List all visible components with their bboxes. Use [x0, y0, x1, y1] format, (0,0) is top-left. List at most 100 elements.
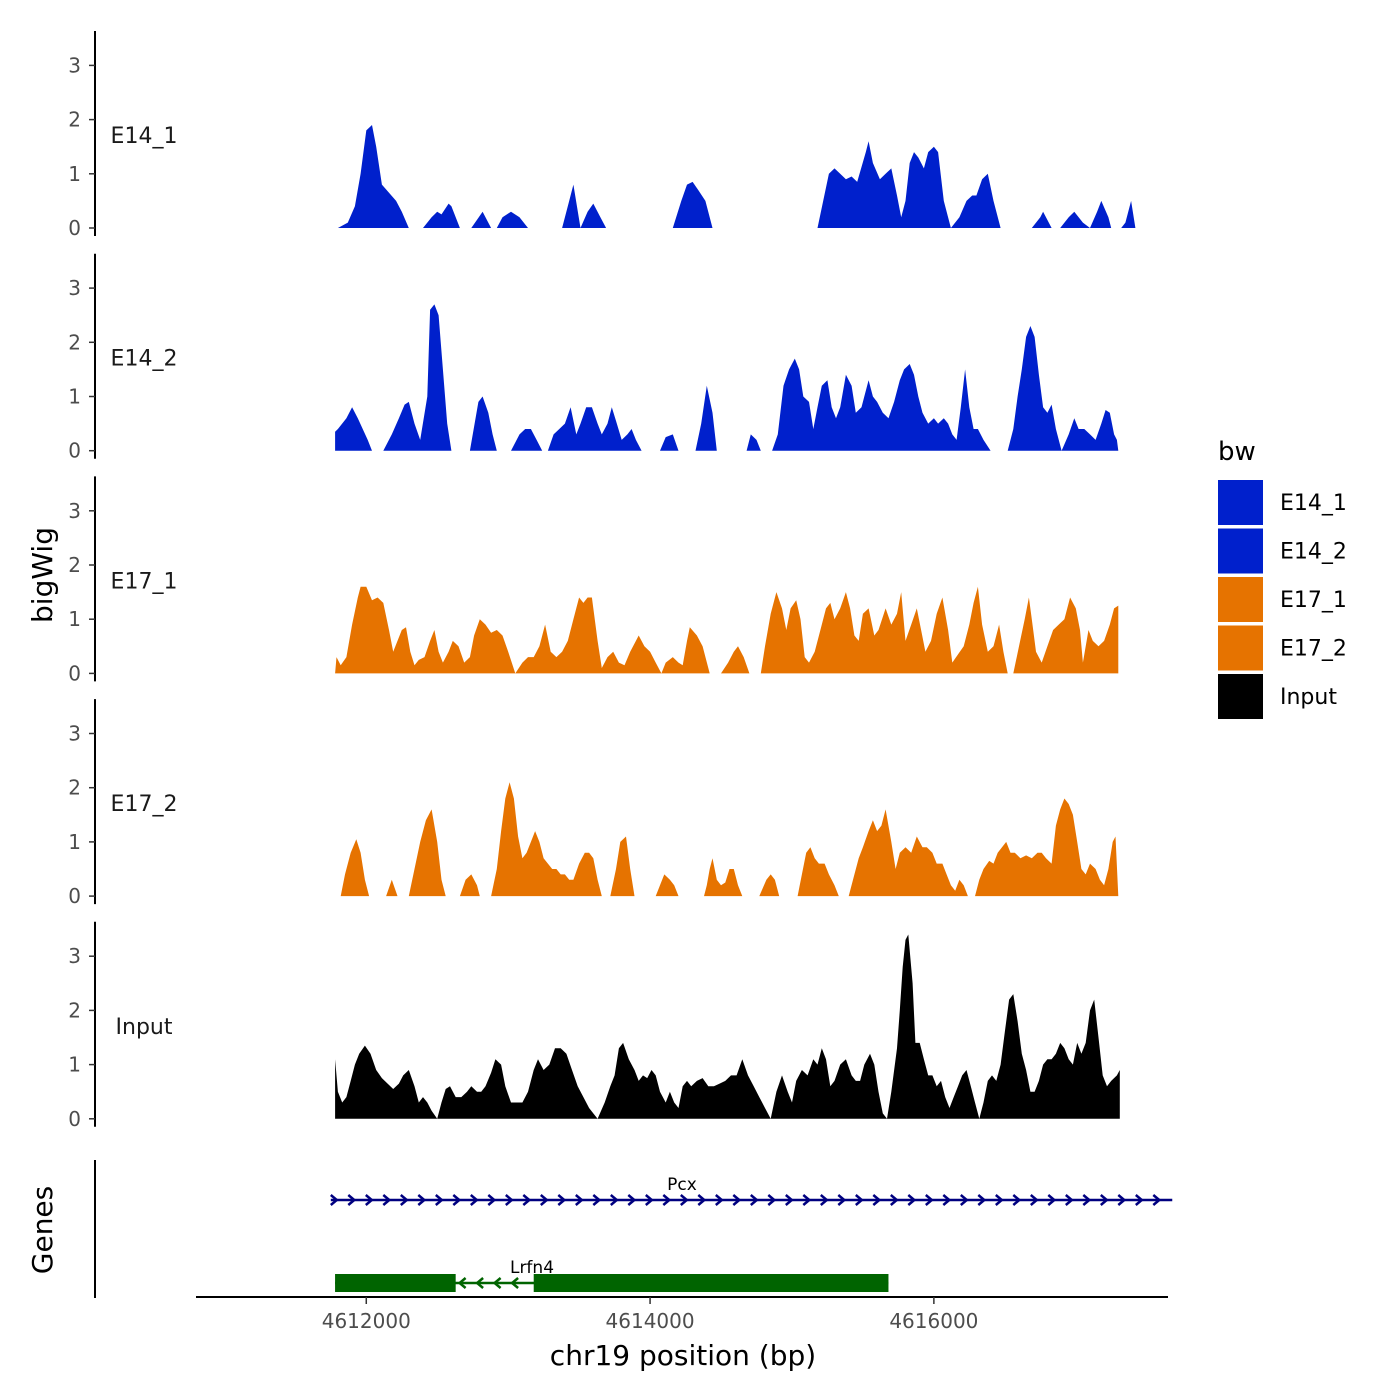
- x-axis: 4612000 4614000 4616000: [196, 1296, 1168, 1333]
- legend-label: E17_2: [1280, 637, 1347, 662]
- strand-arrow: [1012, 1194, 1022, 1206]
- x-axis-title: chr19 position (bp): [550, 1339, 816, 1372]
- legend-swatch: [1218, 625, 1263, 671]
- y-tick-label: 2: [68, 108, 81, 132]
- strand-arrow: [959, 1194, 969, 1206]
- strand-arrow: [592, 1194, 602, 1206]
- track-e14-2: 0 1 2 3 E14_2: [68, 253, 1119, 463]
- strand-arrow: [784, 1194, 794, 1206]
- y-tick-label: 1: [68, 830, 81, 854]
- strand-arrow: [749, 1194, 759, 1206]
- track-label: E17_1: [111, 569, 178, 594]
- strand-arrow: [1047, 1194, 1057, 1206]
- strand-arrow: [574, 1194, 584, 1206]
- strand-arrow: [767, 1194, 777, 1206]
- strand-arrow: [837, 1194, 847, 1206]
- strand-arrow: [1082, 1194, 1092, 1206]
- y-tick-label: 3: [68, 53, 81, 77]
- coverage-area-input: [335, 934, 1120, 1119]
- strand-arrow: [492, 1277, 502, 1289]
- y-tick-label: 1: [68, 385, 81, 409]
- x-tick-label: 4614000: [606, 1309, 695, 1333]
- strand-arrow: [1152, 1194, 1162, 1206]
- legend-title: bw: [1218, 437, 1256, 467]
- strand-arrow: [994, 1194, 1004, 1206]
- gene-exon: [533, 1274, 889, 1292]
- legend-swatch: [1218, 577, 1263, 622]
- legend-label: E14_1: [1280, 491, 1347, 516]
- strand-arrow: [382, 1194, 392, 1206]
- strand-arrow: [942, 1194, 952, 1206]
- coverage-area-e14-2: [335, 304, 1119, 451]
- strand-arrow: [662, 1194, 672, 1206]
- legend-item-e14-1: E14_1: [1218, 480, 1347, 525]
- strand-arrow: [802, 1194, 812, 1206]
- track-label: E17_2: [111, 792, 178, 817]
- strand-arrow: [889, 1194, 899, 1206]
- strand-arrow: [627, 1194, 637, 1206]
- strand-arrow: [1099, 1194, 1109, 1206]
- legend-swatch: [1218, 480, 1263, 525]
- strand-arrow: [1134, 1194, 1144, 1206]
- strand-arrow: [1029, 1194, 1039, 1206]
- track-e17-1: 0 1 2 3 E17_1: [68, 476, 1119, 685]
- legend-item-e17-2: E17_2: [1218, 625, 1347, 671]
- strand-arrow: [329, 1194, 339, 1206]
- y-tick-label: 3: [68, 722, 81, 746]
- legend-item-e17-1: E17_1: [1218, 577, 1347, 622]
- gene-lrfn4: Lrfn4: [335, 1258, 889, 1292]
- strand-arrow: [907, 1194, 917, 1206]
- strand-arrow: [364, 1194, 374, 1206]
- x-tick-label: 4616000: [889, 1309, 978, 1333]
- strand-arrow: [399, 1194, 409, 1206]
- x-tick-label: 4612000: [322, 1309, 411, 1333]
- legend-label: E17_1: [1280, 588, 1347, 613]
- gene-label: Pcx: [667, 1175, 697, 1195]
- strand-arrow: [457, 1277, 467, 1289]
- track-label: E14_2: [111, 347, 178, 372]
- strand-arrow: [924, 1194, 934, 1206]
- strand-arrow: [609, 1194, 619, 1206]
- strand-arrow: [475, 1277, 484, 1289]
- strand-arrow: [510, 1277, 519, 1289]
- y-tick-label: 3: [68, 499, 81, 523]
- legend-label: E14_2: [1280, 540, 1347, 565]
- strand-arrow: [1117, 1194, 1127, 1206]
- strand-arrow: [487, 1194, 497, 1206]
- strand-arrow: [452, 1194, 462, 1206]
- track-label: E14_1: [111, 124, 178, 149]
- y-axis-title: bigWig: [26, 527, 59, 623]
- gene-label: Lrfn4: [510, 1258, 554, 1278]
- legend-item-e14-2: E14_2: [1218, 528, 1347, 574]
- track-label: Input: [116, 1015, 173, 1040]
- strand-arrow: [539, 1194, 549, 1206]
- legend-swatch: [1218, 674, 1263, 719]
- track-input: 0 1 2 3 Input: [68, 921, 1120, 1131]
- strand-arrow: [872, 1194, 882, 1206]
- track-e14-1: 0 1 2 3 E14_1: [68, 31, 1136, 240]
- legend-label: Input: [1280, 685, 1337, 710]
- strand-arrow: [504, 1194, 514, 1206]
- coverage-area-e17-1: [335, 586, 1119, 674]
- strand-arrow: [819, 1194, 829, 1206]
- y-tick-label: 0: [68, 1107, 81, 1131]
- strand-arrow: [644, 1194, 654, 1206]
- y-tick-label: 0: [68, 661, 81, 685]
- y-tick-label: 0: [68, 216, 81, 240]
- strand-arrow: [714, 1194, 724, 1206]
- coverage-area-e14-1: [337, 125, 1136, 228]
- strand-arrow: [434, 1194, 444, 1206]
- strand-arrow: [469, 1194, 479, 1206]
- y-tick-label: 0: [68, 884, 81, 908]
- y-tick-label: 3: [68, 944, 81, 968]
- strand-arrow: [347, 1194, 357, 1206]
- gene-exon: [335, 1274, 456, 1292]
- y-tick-label: 2: [68, 330, 81, 354]
- coverage-area-e17-2: [340, 782, 1119, 897]
- strand-arrow: [697, 1194, 707, 1206]
- genes-axis-title: Genes: [26, 1186, 59, 1274]
- legend-swatch: [1218, 528, 1263, 574]
- gene-pcx: Pcx: [329, 1175, 1173, 1206]
- bigwig-tracks: 0 1 2 3 E14_1 0 1 2 3 E14_2 0 1 2 3 E17_1 0 1 2 3 E17_2 0 1 2 3…: [68, 31, 1136, 1131]
